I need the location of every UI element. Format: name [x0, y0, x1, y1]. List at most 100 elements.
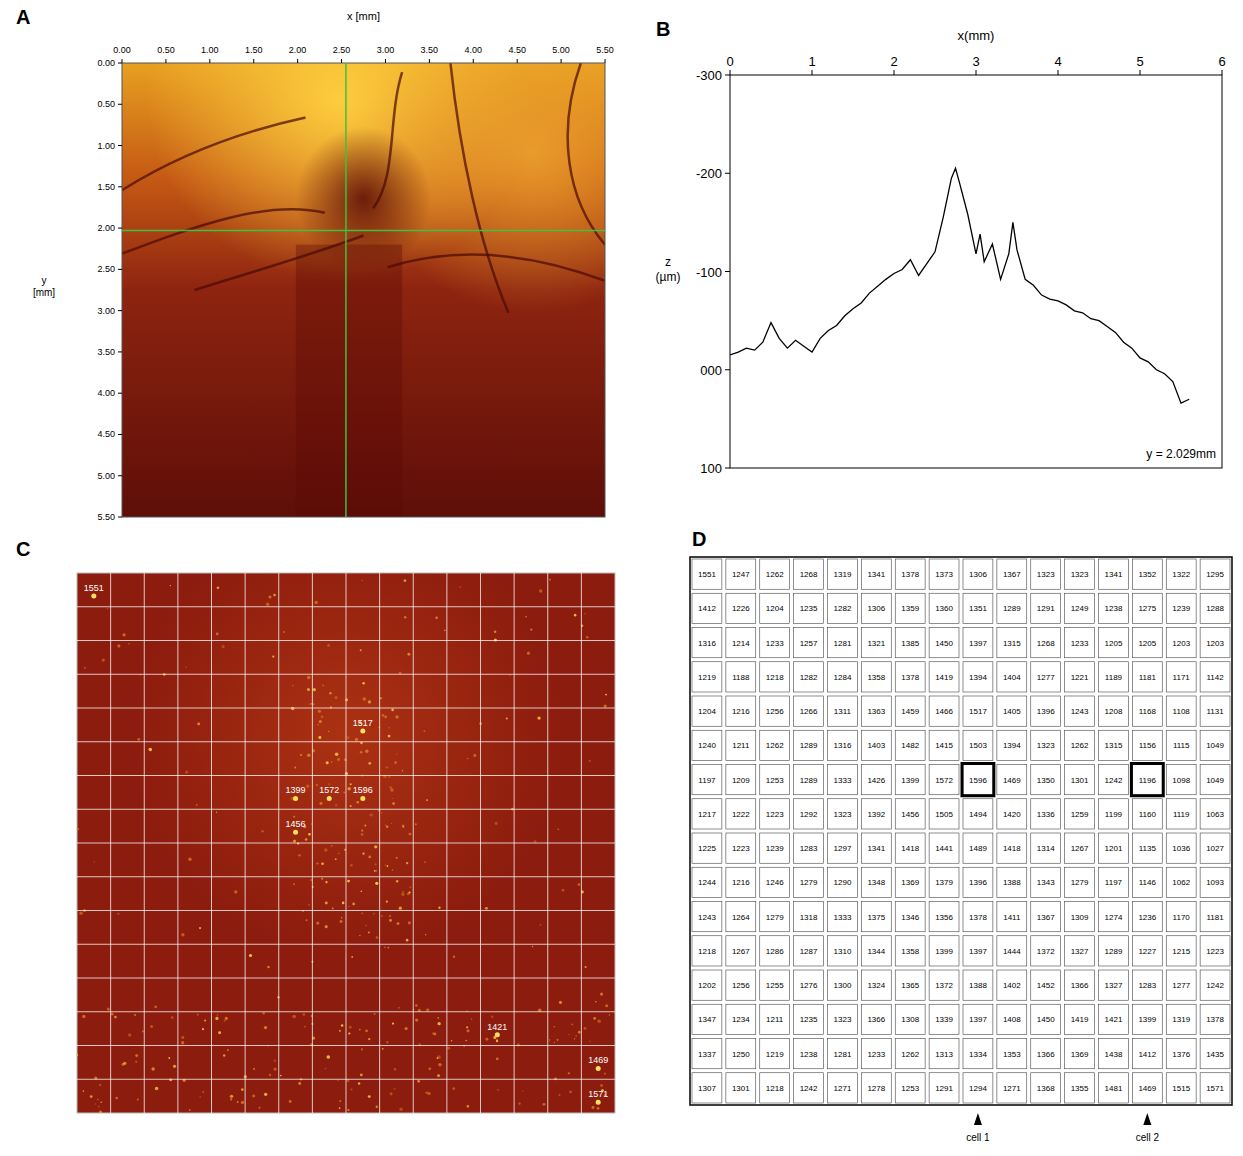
speckle: [128, 643, 129, 644]
speckle: [494, 631, 496, 633]
table-cell: [1132, 628, 1162, 658]
speckle: [137, 1098, 139, 1100]
table-cell: [794, 696, 824, 726]
speckle: [595, 1001, 597, 1003]
table-cell: [1031, 799, 1061, 829]
axis-title-part: y: [42, 275, 47, 286]
cell-value: 1412: [698, 604, 716, 613]
cell-value: 1289: [1105, 947, 1123, 956]
table-cell: [726, 902, 756, 932]
cell-value: 1435: [1206, 1050, 1224, 1059]
table-cell: [1132, 902, 1162, 932]
table-cell: [1200, 628, 1230, 658]
speckle: [537, 716, 540, 719]
cell-value: 1366: [867, 1015, 885, 1024]
cell-value: 1286: [766, 947, 784, 956]
table-cell: [760, 936, 790, 966]
cell-value: 1211: [732, 741, 750, 750]
table-cell: [726, 970, 756, 1000]
cell-value: 1271: [1003, 1084, 1021, 1093]
grid-line: [77, 1011, 615, 1012]
table-cell: [861, 662, 891, 692]
cell-value: 1181: [1139, 673, 1157, 682]
speckle: [466, 1026, 468, 1028]
speckle: [361, 833, 364, 836]
cell-value: 1218: [766, 673, 784, 682]
speckle: [386, 766, 388, 768]
speckle: [530, 628, 532, 630]
speckle: [272, 655, 274, 657]
table-cell: [1099, 662, 1129, 692]
panel-letter: A: [16, 6, 30, 28]
table-cell: [828, 628, 858, 658]
speckle: [402, 891, 403, 892]
table-cell: [861, 970, 891, 1000]
table-cell: [794, 1004, 824, 1034]
vessel: [122, 209, 325, 253]
speckle: [467, 758, 468, 759]
cell-value: 1355: [1071, 1084, 1089, 1093]
table-cell: [997, 833, 1027, 863]
tick-label: 0.50: [157, 45, 175, 55]
speckle: [307, 754, 311, 758]
marker-arrow: [1143, 1113, 1151, 1125]
speckle: [223, 1054, 225, 1056]
tick-label: 6: [1218, 54, 1225, 69]
speckle: [350, 805, 352, 807]
cell-value: 1189: [1105, 673, 1123, 682]
cell-value: 1181: [1206, 913, 1224, 922]
speckle: [319, 802, 322, 805]
speckle: [79, 911, 83, 915]
speckle: [382, 714, 385, 717]
cell-value: 1214: [732, 639, 750, 648]
cell-value: 1142: [1206, 673, 1224, 682]
speckle: [373, 913, 375, 915]
speckle: [325, 902, 328, 905]
table-cell: [861, 833, 891, 863]
cell-value: 1316: [698, 639, 716, 648]
cell-value: 1160: [1139, 810, 1157, 819]
table-cell: [1132, 765, 1162, 795]
speckle: [368, 700, 371, 703]
cell-value: 1188: [732, 673, 750, 682]
hotspot: [327, 796, 332, 801]
table-cell: [1200, 902, 1230, 932]
cell-value: 1469: [1138, 1084, 1156, 1093]
tick-label: 0: [726, 54, 733, 69]
axis-title: z(µm): [656, 255, 681, 284]
table-cell: [726, 833, 756, 863]
cell-label: 1596: [353, 785, 373, 795]
speckle: [102, 658, 105, 661]
cell-value: 1219: [698, 673, 716, 682]
speckle: [589, 1041, 590, 1042]
speckle: [347, 736, 350, 739]
table-cell: [1065, 833, 1095, 863]
speckle: [554, 1026, 555, 1027]
speckle: [375, 863, 377, 865]
cell-value: 1277: [1037, 673, 1055, 682]
speckle: [199, 927, 201, 929]
vessel: [194, 236, 363, 290]
cell-value: 1379: [935, 878, 953, 887]
cell-value: 1262: [766, 570, 784, 579]
table-cell: [997, 1004, 1027, 1034]
grid-line: [77, 708, 615, 709]
table-cell: [1132, 730, 1162, 760]
table-cell: [895, 1004, 925, 1034]
speckle: [437, 1074, 440, 1077]
speckle: [218, 1031, 221, 1034]
speckle: [415, 1018, 418, 1021]
tick: [118, 393, 122, 394]
speckle: [291, 707, 295, 711]
table-cell: [1065, 799, 1095, 829]
table-cell: [861, 696, 891, 726]
table-cell: [794, 799, 824, 829]
speckle: [84, 667, 86, 669]
speckle: [437, 1022, 440, 1025]
table-cell: [929, 730, 959, 760]
table-cell: [828, 662, 858, 692]
speckle: [293, 816, 295, 818]
cell-value: 1358: [867, 673, 885, 682]
cell-value: 1348: [867, 878, 885, 887]
speckle: [328, 731, 329, 732]
